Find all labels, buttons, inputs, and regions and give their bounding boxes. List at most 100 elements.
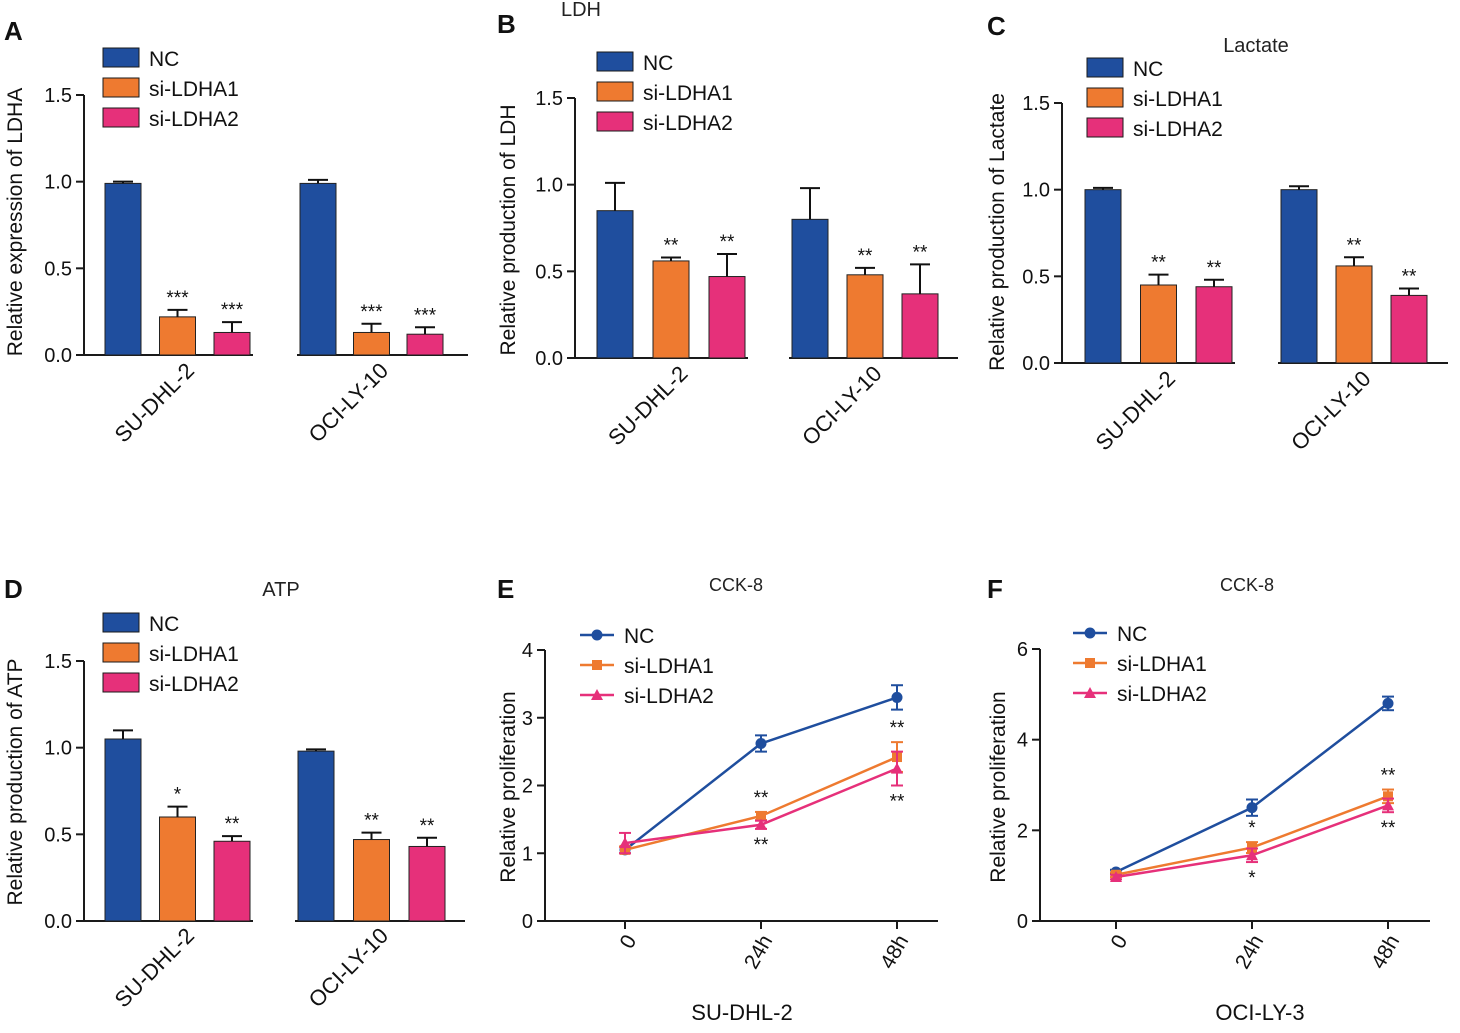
x-category-label: SU-DHL-2 — [603, 361, 692, 450]
bar — [1280, 189, 1318, 364]
significance-label: ** — [1151, 253, 1166, 274]
legend-label: si-LDHA2 — [149, 673, 239, 696]
x-category-label: OCI-LY-10 — [304, 358, 393, 447]
bar — [104, 182, 142, 356]
bar — [1140, 284, 1177, 364]
bar — [1390, 294, 1428, 364]
data-point — [891, 762, 903, 774]
x-tick-label: 0 — [1107, 931, 1133, 953]
legend-swatch — [596, 111, 634, 132]
legend-swatch — [102, 77, 140, 98]
bar — [406, 333, 444, 356]
legend-swatch — [1086, 87, 1124, 108]
x-category-label: SU-DHL-2 — [110, 358, 199, 447]
significance-label: ** — [890, 718, 905, 739]
y-tick-label: 0.5 — [1022, 266, 1050, 288]
data-point — [755, 818, 767, 830]
y-tick-label: 1 — [522, 843, 533, 865]
legend-swatch — [596, 81, 634, 102]
x-category-label: OCI-LY-10 — [1286, 366, 1375, 455]
x-tick-label: 24h — [1231, 931, 1268, 973]
legend-swatch — [102, 642, 140, 663]
panel-label: D — [4, 574, 23, 604]
bar — [213, 840, 251, 922]
data-point — [1383, 791, 1393, 802]
data-point — [1110, 871, 1122, 883]
y-tick-label: 4 — [522, 640, 533, 662]
x-category-label: SU-DHL-2 — [110, 923, 199, 1012]
data-point — [755, 737, 767, 749]
significance-label: ** — [1381, 818, 1396, 839]
panel-label: C — [987, 11, 1006, 41]
panel-c: Lactate 0.0 0.5 1.0 1.5 Relative production o… — [986, 35, 1448, 455]
chart-title: Lactate — [1223, 35, 1289, 57]
significance-label: ** — [1402, 266, 1417, 287]
significance-label: * — [1248, 868, 1256, 889]
significance-label: ** — [364, 811, 379, 832]
significance-label: *** — [360, 302, 383, 323]
data-point — [1382, 697, 1394, 709]
significance-label: ** — [858, 246, 873, 267]
y-tick-label: 1.0 — [535, 175, 563, 197]
legend-label: si-LDHA1 — [1117, 653, 1207, 676]
y-tick-label: 0 — [1017, 911, 1028, 933]
panel-f: CCK-8 0 2 4 6 Relative proliferation 0 24h 48h OC… — [987, 575, 1430, 1025]
legend-swatch — [102, 107, 140, 128]
bar — [1084, 189, 1122, 364]
significance-label: *** — [166, 288, 189, 309]
bar — [159, 816, 196, 922]
legend-swatch — [102, 612, 140, 633]
panel-e: CCK-8 0 1 2 3 4 Relative proliferation 0 24h 48h S… — [497, 575, 938, 1025]
y-tick-label: 0.0 — [535, 348, 563, 370]
legend-label: NC — [643, 52, 673, 75]
legend-marker — [591, 629, 603, 641]
bar — [1335, 265, 1373, 364]
y-tick-label: 0 — [522, 911, 533, 933]
bar — [1195, 286, 1233, 364]
x-tick-label: 48h — [876, 931, 913, 973]
data-point — [1382, 799, 1394, 811]
y-tick-label: 1.0 — [44, 738, 72, 760]
significance-label: * — [1248, 818, 1256, 839]
legend-label: si-LDHA2 — [643, 112, 733, 135]
legend-marker — [591, 689, 603, 700]
chart-title: CCK-8 — [709, 575, 763, 595]
panel-a: 0.0 0.5 1.0 1.5 Relative expression of LDHA *… — [4, 47, 468, 447]
legend-label: si-LDHA2 — [1117, 683, 1207, 706]
legend-label: si-LDHA2 — [624, 685, 714, 708]
y-tick-label: 1.0 — [44, 172, 72, 194]
y-tick-label: 0.0 — [44, 345, 72, 367]
legend-marker — [1085, 658, 1095, 668]
data-point — [1246, 849, 1258, 861]
significance-label: ** — [913, 242, 928, 263]
legend-swatch — [1086, 117, 1124, 138]
y-tick-label: 0.5 — [44, 258, 72, 280]
legend-marker — [1084, 627, 1096, 639]
bar — [901, 293, 939, 359]
x-category-label: OCI-LY-10 — [797, 361, 886, 450]
y-axis-label: Relative production of Lactate — [986, 93, 1009, 371]
y-tick-label: 2 — [522, 776, 533, 798]
legend-label: NC — [149, 613, 179, 636]
legend-swatch — [596, 51, 634, 72]
bar — [652, 260, 690, 359]
legend-swatch — [102, 47, 140, 68]
bar — [353, 331, 390, 356]
panel-label: E — [497, 574, 514, 604]
legend-label: si-LDHA1 — [149, 643, 239, 666]
significance-label: ** — [1347, 235, 1362, 256]
y-axis-label: Relative proliferation — [497, 691, 520, 882]
legend-marker — [1084, 687, 1096, 698]
significance-label: ** — [1207, 258, 1222, 279]
significance-label: ** — [664, 235, 679, 256]
legend-label: NC — [149, 48, 179, 71]
y-tick-label: 0.5 — [535, 261, 563, 283]
y-tick-label: 1.5 — [44, 85, 72, 107]
significance-label: ** — [720, 232, 735, 253]
y-axis-label: Relative proliferation — [987, 691, 1010, 882]
data-point — [891, 691, 903, 703]
bar — [353, 839, 390, 922]
y-tick-label: 1.5 — [44, 651, 72, 673]
chart-title: CCK-8 — [1220, 575, 1274, 595]
legend-swatch — [102, 672, 140, 693]
